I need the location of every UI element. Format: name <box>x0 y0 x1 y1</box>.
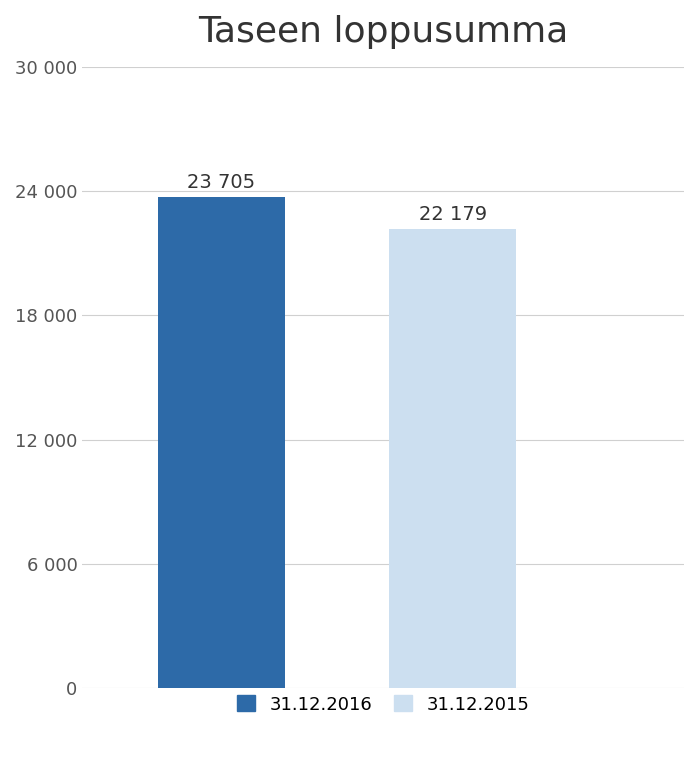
Text: 22 179: 22 179 <box>419 205 487 224</box>
Title: Taseen loppusumma: Taseen loppusumma <box>198 15 568 49</box>
Bar <box>157 198 284 688</box>
Bar <box>389 229 517 688</box>
Legend: 31.12.2016, 31.12.2015: 31.12.2016, 31.12.2015 <box>228 686 538 722</box>
Text: 23 705: 23 705 <box>187 173 255 192</box>
